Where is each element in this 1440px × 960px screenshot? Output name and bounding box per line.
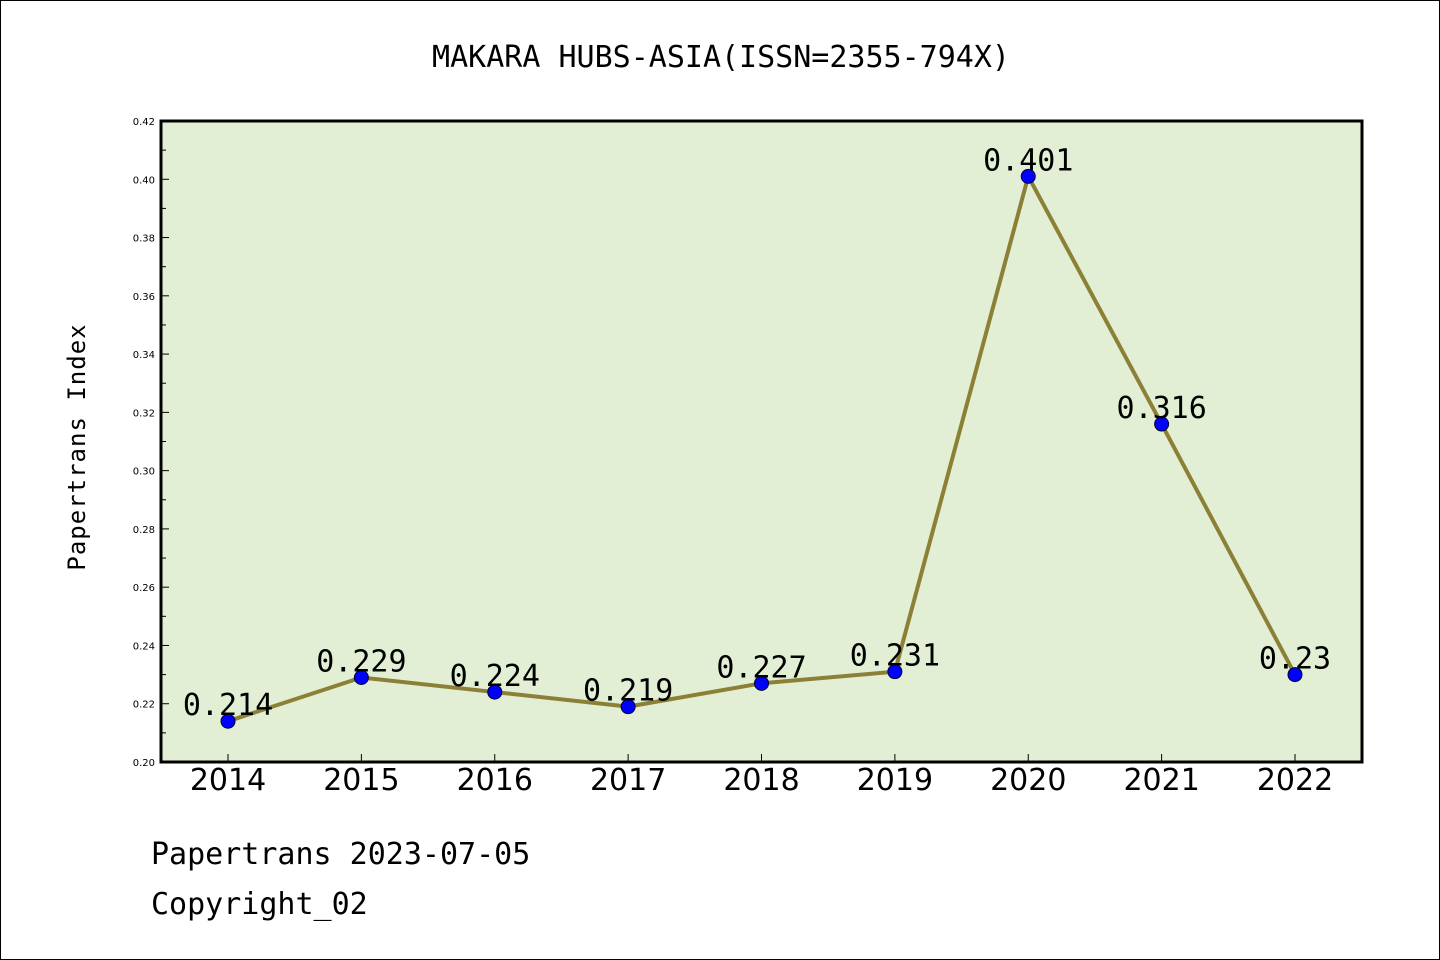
data-label: 0.23 (1259, 642, 1331, 677)
data-points (220, 168, 1303, 729)
data-label: 0.231 (850, 639, 940, 674)
data-label: 0.316 (1116, 391, 1206, 426)
footer-date: Papertrans 2023-07-05 (151, 837, 531, 872)
y-tick-label: 0.28 (133, 525, 155, 536)
y-tick-label: 0.34 (133, 350, 155, 361)
x-tick-label: 2015 (323, 763, 399, 798)
y-tick-label: 0.42 (133, 117, 155, 128)
data-label: 0.401 (983, 143, 1073, 178)
y-tick-label: 0.38 (133, 234, 155, 245)
y-tick-label: 0.32 (133, 408, 155, 419)
y-tick-label: 0.20 (133, 758, 155, 769)
data-point (620, 699, 636, 715)
data-point (1287, 667, 1303, 683)
y-tick-label: 0.24 (133, 641, 155, 652)
chart-title: MAKARA HUBS-ASIA(ISSN=2355-794X) (432, 40, 1010, 75)
y-tick-label: 0.36 (133, 292, 155, 303)
y-tick-label: 0.40 (133, 175, 155, 186)
plot-frame (159, 119, 1364, 764)
x-tick-label: 2019 (857, 763, 933, 798)
data-label: 0.227 (716, 650, 806, 685)
x-axis: 2014 2015 2016 2017 2018 2019 2020 2021 2022 (190, 754, 1333, 798)
y-tick-label: 0.26 (133, 583, 155, 594)
data-point (487, 684, 503, 700)
y-axis-label: Papertrans Index (63, 323, 91, 570)
data-point (353, 670, 369, 686)
y-tick-label: 0.22 (133, 700, 155, 711)
x-tick-label: 2020 (990, 763, 1066, 798)
plot-area (161, 121, 1362, 762)
data-point (1154, 416, 1170, 432)
x-tick-label: 2021 (1123, 763, 1199, 798)
x-tick-label: 2016 (457, 763, 533, 798)
footer-copyright: Copyright_02 (151, 887, 368, 922)
data-label: 0.214 (183, 688, 273, 723)
y-tick-label: 0.30 (133, 467, 155, 478)
x-tick-label: 2018 (723, 763, 799, 798)
data-point (220, 713, 236, 729)
data-point (1020, 168, 1036, 184)
data-label: 0.224 (450, 659, 540, 694)
data-label: 0.219 (583, 674, 673, 709)
x-tick-label: 2014 (190, 763, 266, 798)
x-tick-label: 2022 (1257, 763, 1333, 798)
data-label: 0.229 (316, 645, 406, 680)
data-labels: 0.214 0.229 0.224 0.219 0.227 0.231 0.401 0.316… (183, 143, 1331, 723)
data-point (754, 675, 769, 691)
x-tick-label: 2017 (590, 763, 666, 798)
data-point (887, 664, 903, 680)
